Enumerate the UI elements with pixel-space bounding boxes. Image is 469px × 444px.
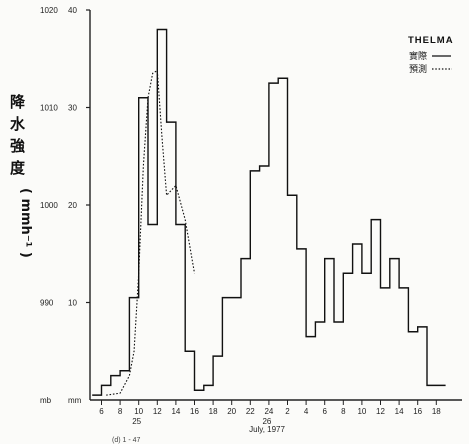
y-axis-title: 降 水 強 度 ( mmh⁻¹ ) [10,93,33,258]
day-label: 25 [132,417,141,426]
x-tick-label: 18 [432,407,441,416]
day-label: 26 [262,417,271,426]
series-forecast-line [106,69,196,396]
x-tick-label: 6 [322,407,327,416]
y-axis-title-char-4: 度 [10,159,26,177]
y-axis-unit: ( mmh⁻¹ ) [18,188,33,258]
x-tick-label: 2 [285,407,290,416]
x-tick-label: 14 [171,407,180,416]
x-tick-label: 14 [395,407,404,416]
x-tick-label: 4 [304,407,309,416]
right-axis-label: 20 [68,201,77,210]
legend-label-forecast: 預測 [409,63,427,75]
figure-mark: (d) 1 - 47 [112,437,141,444]
right-axis-label: 40 [68,6,77,15]
x-tick-label: 16 [413,407,422,416]
left-axis-label: 1000 [40,201,58,210]
y-axis-title-char-2: 水 [10,115,26,133]
legend-title: THELMA [408,35,454,46]
x-tick-label: 8 [341,407,346,416]
y-axis-title-char-3: 強 [10,137,25,155]
legend: THELMA 實際 預測 [408,35,454,75]
left-axis-unit: mb [40,396,52,405]
right-axis-unit: mm [68,396,82,405]
x-tick-label: 20 [227,407,236,416]
legend-label-actual: 實際 [409,50,427,62]
x-tick-label: 6 [99,407,104,416]
x-axis-title: July, 1977 [249,425,285,434]
x-tick-label: 10 [357,407,366,416]
y-axis-title-char-1: 降 [10,93,26,111]
x-tick-label: 18 [209,407,218,416]
x-tick-label: 16 [190,407,199,416]
x-tick-label: 8 [118,407,123,416]
right-axis-label: 30 [68,104,77,113]
x-tick-label: 10 [134,407,143,416]
x-tick-label: 12 [153,407,162,416]
x-tick-label: 22 [246,407,255,416]
series-layer [92,28,446,396]
left-axis-label: 990 [40,299,54,308]
x-tick-label: 24 [264,407,273,416]
x-tick-label: 12 [376,407,385,416]
right-axis-label: 10 [68,299,77,308]
left-axis-label: 1010 [40,104,58,113]
series-actual-line [92,28,446,396]
left-axis-label: 1020 [40,6,58,15]
